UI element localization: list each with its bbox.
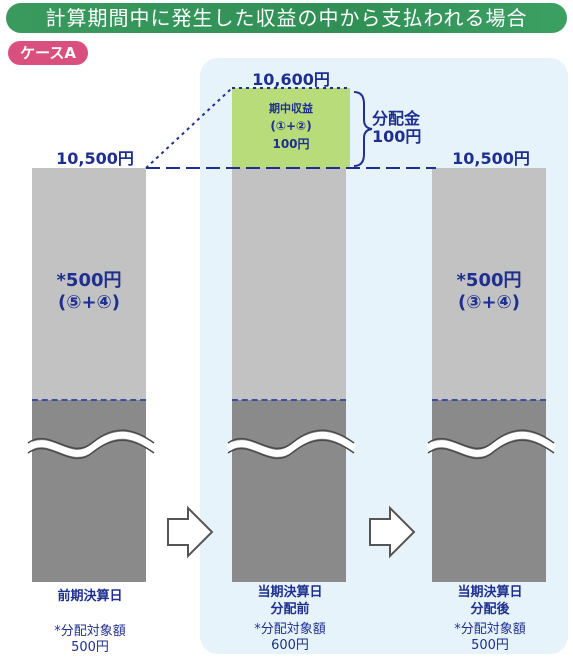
col3-amount: *500円 xyxy=(456,270,522,291)
col1-breakdown: (⑤+④) xyxy=(57,292,120,313)
col2-label: 当期決算日 分配前 xyxy=(220,584,360,618)
income-title: 期中収益 xyxy=(269,102,313,115)
column-3: *500円 (③+④) xyxy=(432,168,546,582)
wave-break-col2 xyxy=(225,429,357,460)
col2-target-label: *分配対象額 xyxy=(254,622,326,637)
col3-divider xyxy=(432,399,546,401)
column-1: *500円 (⑤+④) xyxy=(32,168,146,582)
col1-upper-bar xyxy=(32,168,146,400)
case-badge: ケースA xyxy=(8,41,88,65)
col3-target-label: *分配対象額 xyxy=(454,622,526,637)
col3-upper-bar xyxy=(432,168,546,400)
case-label: ケースA xyxy=(20,44,76,62)
wave-break-col3 xyxy=(425,429,557,460)
arrow-right-icon-2 xyxy=(369,505,416,559)
income-formula: (①+②) xyxy=(270,119,312,133)
col2-upper-bar xyxy=(232,168,346,400)
wave-break-col1 xyxy=(25,429,157,460)
col3-label-line1: 当期決算日 xyxy=(457,585,523,600)
col1-label-line1: 前期決算日 xyxy=(57,589,123,604)
distribution-bracket xyxy=(353,91,373,167)
income-value: 100円 xyxy=(272,137,310,151)
col3-target: *分配対象額 500円 xyxy=(420,622,560,654)
col2-top-value: 10,600円 xyxy=(252,70,330,89)
col1-amount: *500円 xyxy=(56,270,122,291)
col3-label-line2: 分配後 xyxy=(470,602,510,617)
col2-label-line1: 当期決算日 xyxy=(257,585,323,600)
col3-label: 当期決算日 分配後 xyxy=(420,584,560,618)
col2-target: *分配対象額 600円 xyxy=(220,622,360,654)
income-box: 期中収益 (①+②) 100円 xyxy=(232,88,350,168)
col1-target: *分配対象額 500円 xyxy=(20,624,160,656)
distribution-label: 分配金 100円 xyxy=(372,110,442,146)
col1-divider xyxy=(32,399,146,401)
col2-label-line2: 分配前 xyxy=(270,602,310,617)
distribution-title: 分配金 xyxy=(372,109,421,128)
col2-target-value: 600円 xyxy=(271,638,309,653)
col3-target-value: 500円 xyxy=(471,638,509,653)
col2-divider xyxy=(232,399,346,401)
distribution-value: 100円 xyxy=(372,127,422,146)
col1-top-value: 10,500円 xyxy=(56,149,134,168)
banner-title: 計算期間中に発生した収益の中から支払われる場合 xyxy=(45,6,528,30)
col3-top-value: 10,500円 xyxy=(452,149,530,168)
column-2 xyxy=(232,168,346,582)
header-banner: 計算期間中に発生した収益の中から支払われる場合 xyxy=(6,3,567,33)
col1-target-label: *分配対象額 xyxy=(54,624,126,639)
diagonal-dotted-line xyxy=(145,87,233,169)
arrow-right-icon-1 xyxy=(167,505,214,559)
col1-label: 前期決算日 xyxy=(20,588,160,605)
col1-target-value: 500円 xyxy=(71,640,109,655)
col3-breakdown: (③+④) xyxy=(457,292,520,313)
